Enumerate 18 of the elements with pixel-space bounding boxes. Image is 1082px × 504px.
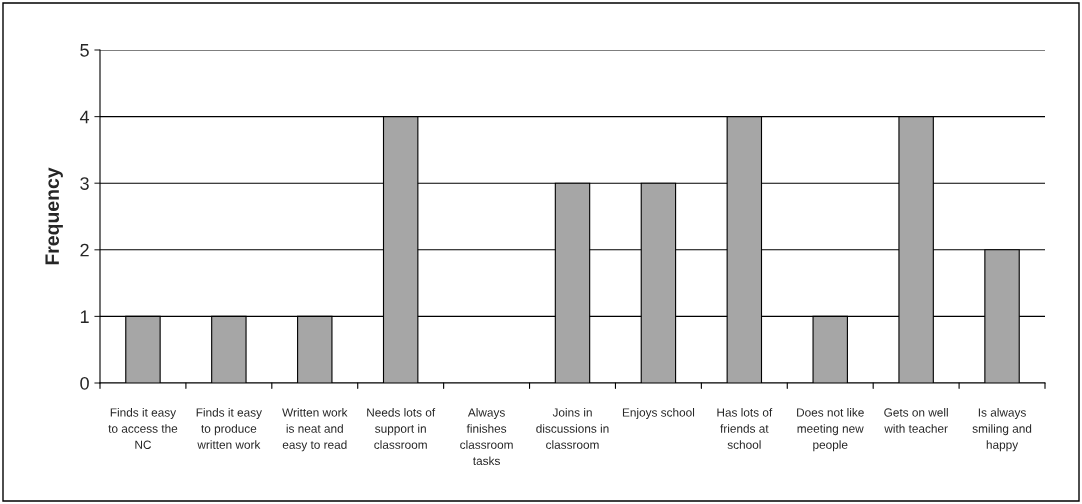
x-tick-label: Does not like meeting new people bbox=[797, 408, 864, 452]
x-tick-label: Is always smiling and happy bbox=[972, 408, 1032, 452]
x-tick-label: Enjoys school bbox=[622, 408, 695, 419]
y-axis-title: Frequency bbox=[45, 167, 63, 265]
y-tick-label: 1 bbox=[80, 310, 89, 323]
x-tick-label: Always finishes classroom tasks bbox=[460, 408, 513, 466]
x-tick-label: Gets on well with teacher bbox=[884, 408, 948, 433]
y-tick-label: 4 bbox=[79, 110, 90, 124]
x-tick-label: Needs lots of support in classroom bbox=[367, 408, 436, 449]
y-tick-label: 5 bbox=[80, 44, 89, 57]
y-tick-label: 2 bbox=[80, 243, 89, 257]
x-tick-label: Written work is neat and easy to read bbox=[282, 408, 348, 452]
x-tick-label: Joins in discussions in classroom bbox=[536, 408, 609, 449]
y-tick-label: 3 bbox=[80, 177, 89, 190]
x-tick-label: Has lots of friends at school bbox=[717, 408, 773, 449]
y-tick-label: 0 bbox=[80, 376, 89, 390]
x-tick-label: Finds it easy to produce written work bbox=[196, 408, 262, 449]
x-tick-label: Finds it easy to access the NC bbox=[108, 408, 178, 449]
